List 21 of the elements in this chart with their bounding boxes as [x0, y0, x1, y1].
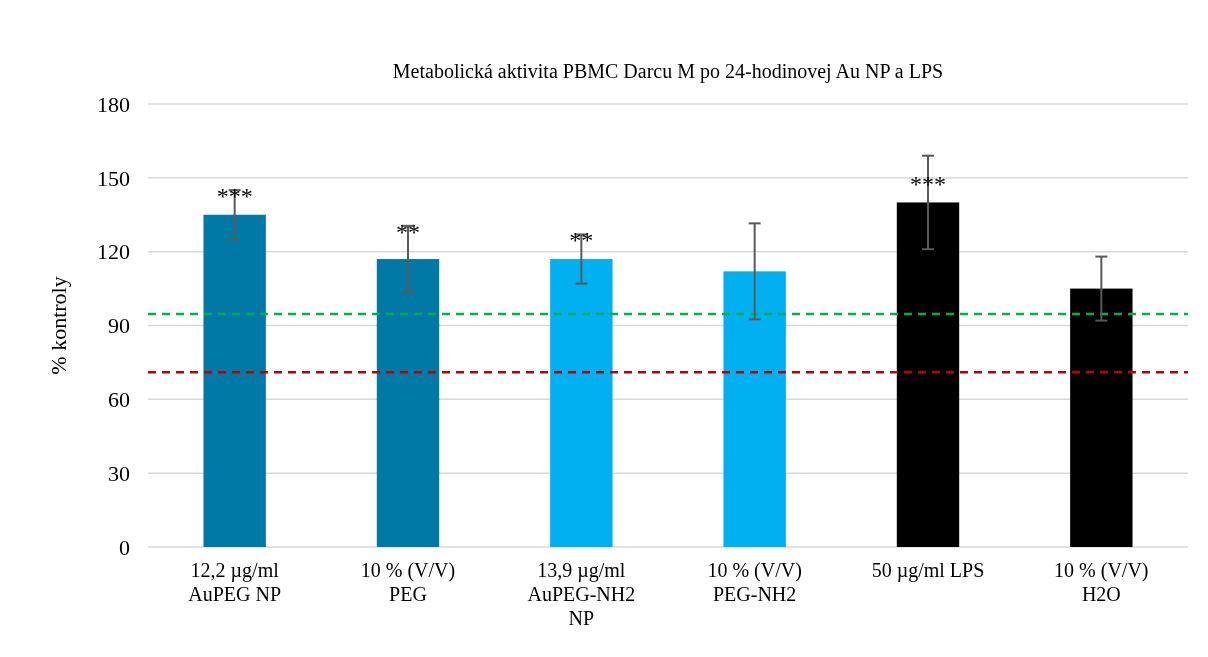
y-tick-label: 150 [97, 165, 130, 191]
x-tick-label: 10 % (V/V) PEG [360, 559, 456, 605]
y-tick-label: 0 [119, 534, 130, 560]
bar [550, 259, 613, 547]
y-tick-label: 90 [108, 313, 130, 339]
bar [1070, 288, 1133, 547]
y-tick-label: 30 [108, 460, 130, 486]
bar [203, 214, 266, 547]
x-tick-label: 12,2 µg/ml AuPEG NP [188, 559, 282, 605]
chart-title: Metabolická aktivita PBMC Darcu M po 24-hodinovej Au NP a LPS [392, 60, 944, 83]
x-tick-label: 13,9 µg/ml AuPEG-NH2 NP [527, 559, 636, 629]
y-axis-title: % kontroly [46, 276, 71, 375]
y-tick-label: 120 [97, 239, 130, 265]
bar [896, 202, 960, 547]
y-tick-label: 180 [97, 91, 130, 117]
y-tick-label: 60 [108, 387, 130, 413]
x-tick-label: 10 % (V/V) PEG-NH2 [707, 559, 802, 605]
x-tick-label: 10 % (V/V) H2O [1054, 559, 1149, 605]
x-tick-label: 50 µg/ml LPS [871, 559, 985, 582]
bar [723, 271, 786, 547]
bar [376, 259, 440, 547]
